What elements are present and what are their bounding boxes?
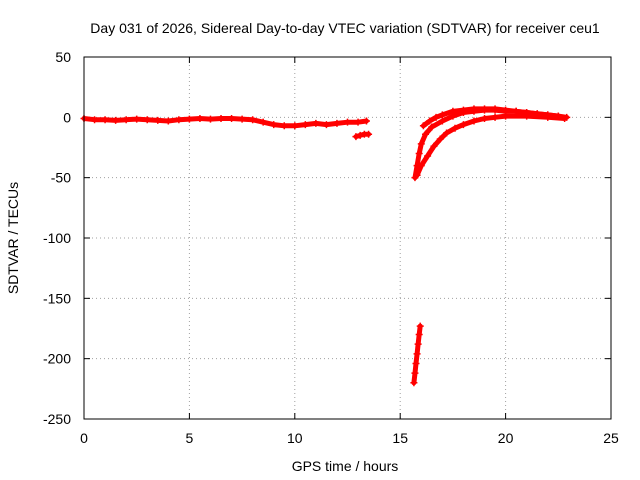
data-point xyxy=(438,111,446,119)
data-point xyxy=(259,118,267,126)
data-point xyxy=(449,107,457,115)
data-point xyxy=(451,124,459,132)
x-tick-label: 0 xyxy=(80,430,88,446)
data-point xyxy=(301,121,309,129)
data-point xyxy=(411,369,419,377)
data-point xyxy=(270,121,278,129)
data-point xyxy=(424,152,432,160)
data-point xyxy=(481,105,489,113)
data-point xyxy=(410,379,418,387)
data-point xyxy=(122,116,130,124)
data-point xyxy=(362,117,370,125)
y-tick-label: -50 xyxy=(51,170,71,186)
data-point xyxy=(419,122,427,130)
y-tick-label: -200 xyxy=(43,351,71,367)
data-point xyxy=(416,322,424,330)
x-tick-label: 20 xyxy=(498,430,514,446)
data-point xyxy=(544,111,552,119)
data-point xyxy=(412,359,420,367)
x-tick-label: 25 xyxy=(603,430,619,446)
data-point xyxy=(523,109,531,117)
data-point xyxy=(164,117,172,125)
data-point xyxy=(414,340,422,348)
y-tick-label: 0 xyxy=(63,109,71,125)
data-point xyxy=(436,135,444,143)
data-point xyxy=(432,113,440,121)
series-sdtvar-short-arc xyxy=(352,130,373,141)
chart-title: Day 031 of 2026, Sidereal Day-to-day VTE… xyxy=(90,20,600,36)
data-point xyxy=(512,107,520,115)
data-point xyxy=(352,133,360,141)
data-point xyxy=(417,162,425,170)
series-sdtvar-recovery-c xyxy=(419,105,562,130)
data-point xyxy=(438,117,446,125)
data-point xyxy=(491,105,499,113)
data-point xyxy=(561,115,569,123)
x-tick-label: 15 xyxy=(392,430,408,446)
data-point xyxy=(354,118,362,126)
series-sdtvar-drop xyxy=(410,322,424,387)
x-axis-label: GPS time / hours xyxy=(292,458,399,474)
x-tick-label: 5 xyxy=(186,430,194,446)
data-point xyxy=(481,115,489,123)
data-point xyxy=(415,150,423,158)
data-point xyxy=(154,116,162,124)
y-axis-label: SDTVAR / TECUs xyxy=(5,182,21,294)
axis-ticks: 0 5 10 15 20 25 50 0 -50 -100 -150 -200 -250 xyxy=(43,49,619,446)
data-point xyxy=(206,115,214,123)
data-point xyxy=(344,118,351,126)
data-point xyxy=(91,116,99,124)
data-point xyxy=(333,119,341,127)
series-sdtvar-main xyxy=(80,115,370,130)
data-point xyxy=(133,115,141,123)
data-point xyxy=(430,142,438,150)
data-point xyxy=(143,116,151,124)
x-tick-label: 10 xyxy=(287,430,303,446)
data-point xyxy=(554,112,562,120)
data-point xyxy=(470,117,478,125)
data-point xyxy=(217,115,225,123)
data-point xyxy=(238,115,246,123)
data-point xyxy=(502,106,510,114)
data-point xyxy=(443,129,451,137)
data-point xyxy=(112,116,120,124)
data-point xyxy=(228,115,236,123)
data-point xyxy=(196,115,204,123)
y-tick-label: -150 xyxy=(43,290,71,306)
data-point xyxy=(459,121,467,129)
data-point xyxy=(459,106,467,114)
data-point xyxy=(491,113,499,121)
data-points xyxy=(80,105,571,387)
data-point xyxy=(365,130,373,138)
data-point xyxy=(470,105,478,113)
plot-border xyxy=(83,56,612,420)
data-point xyxy=(185,115,193,123)
data-point xyxy=(421,130,429,138)
y-tick-label: -250 xyxy=(43,411,71,427)
data-point xyxy=(291,122,299,130)
data-point xyxy=(428,123,436,131)
data-point xyxy=(175,116,183,124)
data-point xyxy=(426,117,434,125)
data-point xyxy=(413,171,421,179)
y-tick-label: 50 xyxy=(55,49,71,65)
data-point xyxy=(502,112,510,120)
data-point xyxy=(322,121,330,129)
data-point xyxy=(533,110,541,118)
series-sdtvar-recovery-b xyxy=(413,112,569,179)
data-point xyxy=(101,116,109,124)
data-point xyxy=(312,119,320,127)
data-point xyxy=(415,331,423,339)
series-trace xyxy=(81,116,369,129)
data-point xyxy=(280,122,288,130)
y-tick-label: -100 xyxy=(43,230,71,246)
data-point xyxy=(356,131,364,139)
data-point xyxy=(413,350,421,358)
data-point xyxy=(249,116,257,124)
data-point xyxy=(417,140,425,148)
